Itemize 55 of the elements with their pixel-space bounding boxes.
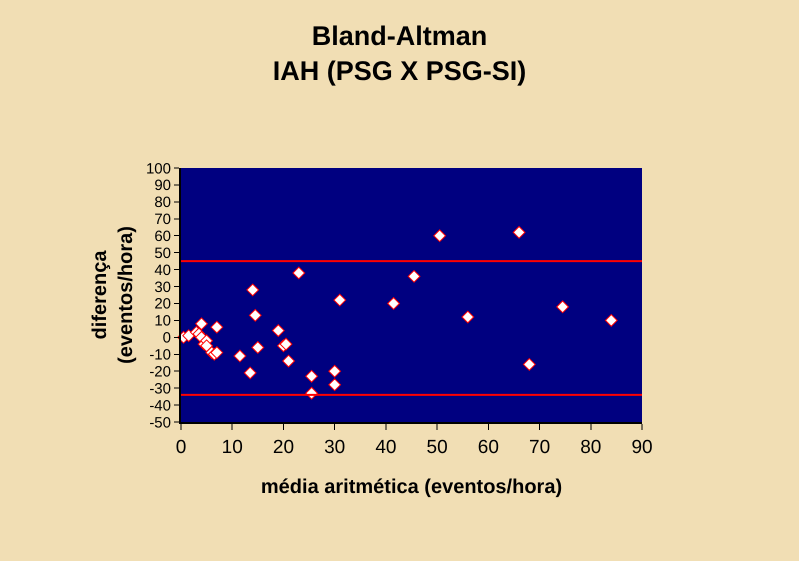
x-tick-label: 10 <box>222 436 243 458</box>
point <box>251 341 264 354</box>
y-tick-label: 90 <box>154 177 171 194</box>
point <box>328 364 342 378</box>
point <box>292 266 306 280</box>
point <box>272 324 285 337</box>
point <box>333 294 346 306</box>
x-tick-label: 40 <box>375 436 396 458</box>
point <box>387 297 400 310</box>
x-tick-label: 50 <box>426 436 448 458</box>
y-tick-label: -30 <box>149 380 171 398</box>
point <box>305 370 318 383</box>
point <box>522 358 536 371</box>
x-tick-label: 70 <box>528 436 550 458</box>
x-axis-title: média aritmética (eventos/hora) <box>260 476 562 498</box>
point <box>461 310 474 324</box>
y-tick-label: 70 <box>154 211 171 228</box>
y-tick-label: -10 <box>149 346 171 364</box>
point <box>210 320 224 334</box>
x-tick-label: 20 <box>272 436 294 458</box>
y-tick-label: 30 <box>154 278 171 296</box>
x-tick-label: 60 <box>478 436 499 458</box>
y-axis-title: diferença (eventos/hora) <box>88 226 137 364</box>
x-tick-label: 30 <box>324 436 346 458</box>
x-tick-label: 80 <box>580 436 602 458</box>
chart-title: Bland-Altman IAH (PSG X PSG-SI) <box>272 20 526 86</box>
x-tick-label: 90 <box>631 436 653 458</box>
point <box>408 270 420 283</box>
point <box>433 229 446 242</box>
point <box>182 329 196 342</box>
y-tick-label: -20 <box>149 363 171 380</box>
y-tick-label: 100 <box>146 160 171 178</box>
point <box>280 338 292 350</box>
point <box>210 346 224 359</box>
y-tick-label: -50 <box>149 414 171 432</box>
y-tick-label: 80 <box>154 194 171 212</box>
point <box>195 317 208 330</box>
y-tick-label: 50 <box>154 244 171 262</box>
x-tick-label: 0 <box>176 436 186 458</box>
point <box>246 284 260 296</box>
y-tick-label: 40 <box>154 262 171 279</box>
point <box>244 366 256 380</box>
y-tick-label: 60 <box>154 228 171 245</box>
point <box>604 314 618 327</box>
point <box>282 354 295 368</box>
point <box>234 350 246 362</box>
y-tick-label: 10 <box>154 312 171 330</box>
point <box>556 300 569 314</box>
point <box>200 339 213 352</box>
y-tick-label: 20 <box>154 296 171 313</box>
y-tick-label: 0 <box>162 330 171 347</box>
point <box>328 378 342 392</box>
point <box>248 308 262 322</box>
y-tick-label: -40 <box>149 397 171 414</box>
point <box>512 226 526 239</box>
